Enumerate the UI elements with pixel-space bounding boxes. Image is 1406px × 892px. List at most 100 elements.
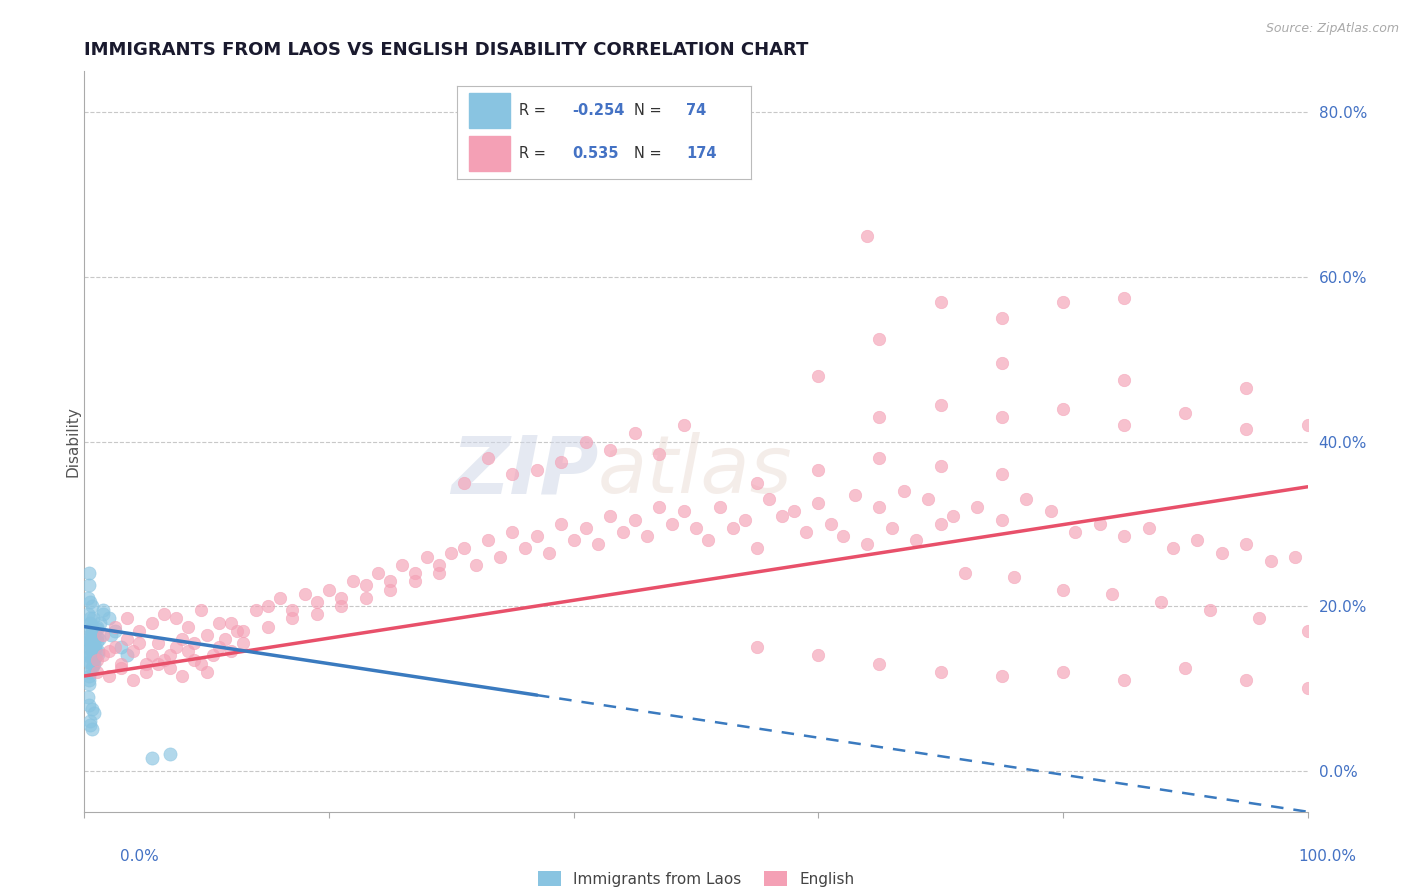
Point: [1114, 529, 1136, 543]
Point: [1198, 603, 1220, 617]
Point: [661, 516, 683, 531]
Point: [526, 463, 548, 477]
Point: [612, 524, 634, 539]
Point: [141, 751, 163, 765]
Point: [257, 619, 280, 633]
Point: [1114, 291, 1136, 305]
Point: [91, 607, 114, 622]
Point: [79, 622, 101, 636]
Point: [79, 617, 101, 632]
Point: [77, 578, 100, 592]
Point: [77, 607, 100, 622]
Point: [709, 500, 731, 515]
Point: [586, 537, 609, 551]
Point: [953, 566, 976, 581]
Point: [831, 529, 853, 543]
Point: [624, 426, 647, 441]
Point: [146, 657, 169, 671]
Point: [82, 611, 104, 625]
Y-axis label: Disability: Disability: [66, 406, 80, 477]
Point: [453, 475, 475, 490]
Point: [526, 529, 548, 543]
Point: [80, 599, 103, 613]
Point: [104, 624, 127, 638]
Point: [330, 599, 353, 613]
Point: [86, 630, 108, 644]
Point: [82, 658, 104, 673]
Point: [77, 566, 100, 581]
Point: [794, 524, 817, 539]
Text: IMMIGRANTS FROM LAOS VS ENGLISH DISABILITY CORRELATION CHART: IMMIGRANTS FROM LAOS VS ENGLISH DISABILI…: [84, 41, 808, 59]
Point: [77, 644, 100, 658]
Point: [464, 558, 486, 572]
Point: [807, 648, 830, 663]
Point: [550, 455, 572, 469]
Point: [80, 628, 103, 642]
Point: [1236, 537, 1258, 551]
Point: [1174, 406, 1197, 420]
Point: [79, 655, 101, 669]
Point: [87, 647, 110, 661]
Point: [77, 690, 100, 704]
Point: [172, 669, 194, 683]
Point: [281, 611, 304, 625]
Point: [966, 500, 988, 515]
Point: [110, 657, 132, 671]
Point: [1114, 373, 1136, 387]
Point: [1039, 504, 1062, 518]
Point: [226, 624, 249, 638]
Point: [77, 591, 100, 605]
Point: [153, 607, 176, 622]
Point: [1236, 422, 1258, 436]
Text: atlas: atlas: [598, 432, 793, 510]
Point: [1052, 582, 1074, 597]
Point: [502, 467, 524, 482]
Point: [648, 500, 671, 515]
Point: [79, 648, 101, 663]
Point: [636, 529, 658, 543]
Point: [83, 706, 105, 720]
Point: [100, 628, 122, 642]
Point: [79, 650, 101, 665]
Point: [1101, 587, 1123, 601]
Point: [190, 603, 212, 617]
Point: [201, 648, 224, 663]
Point: [77, 632, 100, 646]
Point: [77, 673, 100, 687]
Point: [219, 615, 242, 630]
Point: [159, 747, 181, 761]
Point: [80, 640, 103, 655]
Point: [453, 541, 475, 556]
Point: [1211, 545, 1233, 560]
Point: [820, 516, 842, 531]
Point: [82, 644, 104, 658]
Point: [575, 434, 598, 449]
Point: [86, 665, 108, 679]
Point: [79, 611, 101, 625]
Point: [770, 508, 793, 523]
Point: [97, 611, 120, 625]
Point: [141, 648, 163, 663]
Point: [80, 630, 103, 644]
Point: [89, 615, 111, 630]
Point: [232, 624, 254, 638]
Point: [77, 640, 100, 655]
Point: [77, 655, 100, 669]
Point: [905, 533, 928, 548]
Point: [80, 628, 103, 642]
Point: [380, 574, 402, 589]
Point: [87, 632, 110, 646]
Point: [991, 409, 1014, 424]
Legend: Immigrants from Laos, English: Immigrants from Laos, English: [531, 864, 860, 892]
Point: [79, 665, 101, 679]
Point: [115, 611, 138, 625]
Point: [115, 648, 138, 663]
Point: [84, 640, 107, 655]
Point: [269, 591, 291, 605]
Point: [80, 702, 103, 716]
Point: [929, 516, 952, 531]
Point: [869, 332, 891, 346]
Point: [80, 619, 103, 633]
Point: [83, 657, 105, 671]
Point: [97, 669, 120, 683]
